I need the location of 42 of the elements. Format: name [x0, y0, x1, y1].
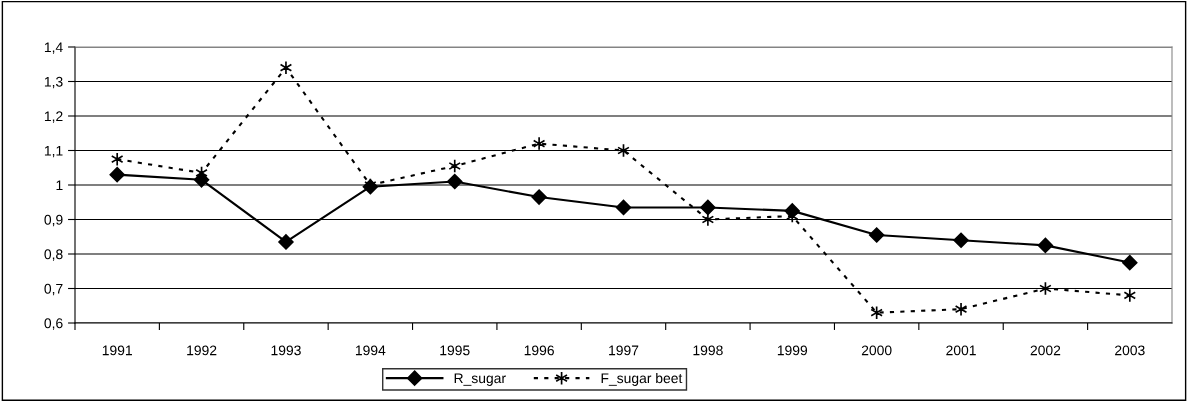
- legend-label: F_sugar beet: [601, 372, 683, 386]
- x-tick-label: 1999: [777, 345, 808, 356]
- point: [447, 173, 463, 190]
- point: [448, 158, 461, 174]
- x-tick-label: 1994: [355, 345, 386, 356]
- x-tick-label: 1991: [102, 345, 132, 356]
- x-tick-label: 2002: [1030, 345, 1061, 356]
- x-tick-label: 2003: [1115, 345, 1145, 356]
- x-tick-label: 1997: [609, 345, 639, 356]
- y-tick-label: 1,4: [44, 42, 63, 54]
- point: [615, 199, 632, 216]
- point: [701, 212, 715, 227]
- x-tick-label: 2000: [861, 345, 892, 356]
- y-tick-label: 1,3: [44, 76, 63, 89]
- point: [531, 189, 547, 205]
- x-tick-label: 1998: [693, 345, 723, 356]
- y-tick-label: 0,7: [44, 283, 63, 296]
- y-tick-label: 1: [56, 180, 63, 191]
- point: [110, 152, 124, 167]
- point: [1123, 288, 1137, 303]
- point: [1122, 254, 1138, 271]
- x-tick-label: 1992: [187, 345, 217, 356]
- point: [953, 232, 969, 248]
- x-tick-label: 1996: [524, 345, 554, 356]
- legend-label: R_sugar: [454, 373, 506, 386]
- point: [109, 166, 125, 183]
- point: [193, 172, 210, 188]
- point: [954, 302, 968, 317]
- x-tick-label: 2001: [946, 345, 976, 356]
- y-tick-label: 0,9: [44, 214, 63, 227]
- y-tick-label: 0,6: [44, 318, 63, 330]
- point: [532, 136, 546, 151]
- point: [700, 199, 716, 216]
- y-tick-label: 1,1: [44, 145, 63, 158]
- x-tick-label: 1995: [440, 345, 470, 356]
- point: [1037, 237, 1054, 254]
- point: [279, 60, 293, 75]
- x-tick-label: 1993: [271, 345, 301, 356]
- y-tick-label: 1,2: [44, 111, 63, 123]
- point: [868, 227, 885, 243]
- point: [278, 234, 294, 250]
- y-tick-label: 0,8: [44, 249, 63, 261]
